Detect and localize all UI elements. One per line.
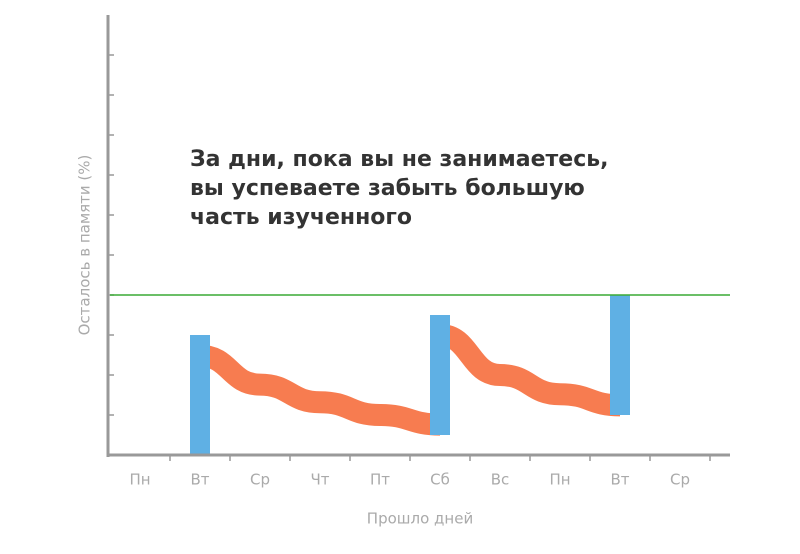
- bar: [610, 295, 630, 415]
- forgetting-curve: [438, 324, 621, 417]
- annotation: За дни, пока вы не занимаетесь,: [190, 147, 609, 172]
- x-tick-label: Вс: [491, 471, 510, 489]
- annotation: вы успеваете забыть большую: [190, 176, 585, 201]
- x-tick-label: Пт: [370, 471, 390, 489]
- bar: [430, 315, 450, 435]
- x-tick-label: Сб: [430, 471, 450, 489]
- x-axis-label: Прошло дней: [367, 510, 473, 528]
- y-axis-label: Осталось в памяти (%): [76, 155, 94, 336]
- x-tick-label: Ср: [670, 471, 690, 489]
- bar: [190, 335, 210, 455]
- x-tick-label: Ср: [250, 471, 270, 489]
- annotation: часть изученного: [190, 205, 412, 230]
- x-tick-label: Пн: [129, 471, 150, 489]
- x-tick-label: Вт: [610, 471, 629, 489]
- forgetting-curve: [198, 344, 441, 436]
- x-tick-label: Пн: [549, 471, 570, 489]
- x-tick-label: Чт: [310, 471, 329, 489]
- x-tick-label: Вт: [190, 471, 209, 489]
